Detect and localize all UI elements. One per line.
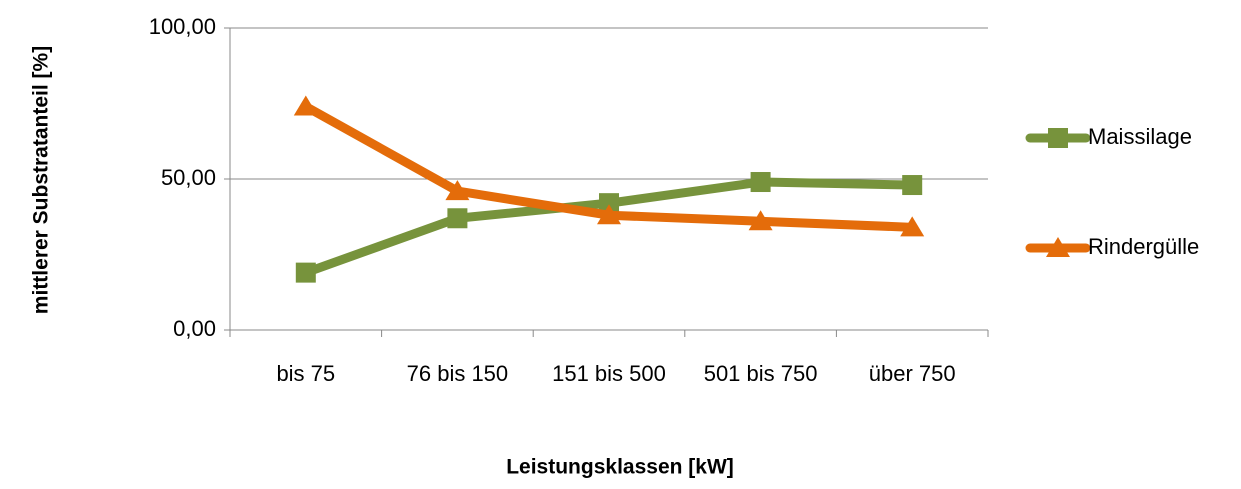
y-axis-title: mittlerer Substratanteil [%] bbox=[30, 46, 53, 314]
x-tick-label: 501 bis 750 bbox=[704, 361, 818, 386]
legend-marker bbox=[1048, 128, 1068, 148]
point bbox=[447, 208, 468, 229]
x-axis-title: Leistungsklassen [kW] bbox=[506, 456, 734, 479]
point bbox=[748, 210, 773, 231]
point bbox=[902, 175, 923, 196]
point bbox=[900, 216, 925, 237]
point bbox=[750, 172, 771, 193]
legend-marker bbox=[1046, 237, 1070, 257]
y-tick-label: 100,00 bbox=[149, 14, 216, 39]
x-tick-label: bis 75 bbox=[276, 361, 335, 386]
x-tick-label: über 750 bbox=[869, 361, 956, 386]
point bbox=[293, 95, 318, 116]
legend-label: Maissilage bbox=[1088, 124, 1192, 149]
point bbox=[445, 180, 470, 201]
x-tick-label: 76 bis 150 bbox=[407, 361, 509, 386]
y-tick-label: 0,00 bbox=[173, 316, 216, 341]
point bbox=[295, 262, 316, 283]
y-tick-label: 50,00 bbox=[161, 165, 216, 190]
legend-label: Rindergülle bbox=[1088, 234, 1199, 259]
point bbox=[597, 204, 621, 225]
x-tick-label: 151 bis 500 bbox=[552, 361, 666, 386]
point bbox=[599, 193, 619, 214]
